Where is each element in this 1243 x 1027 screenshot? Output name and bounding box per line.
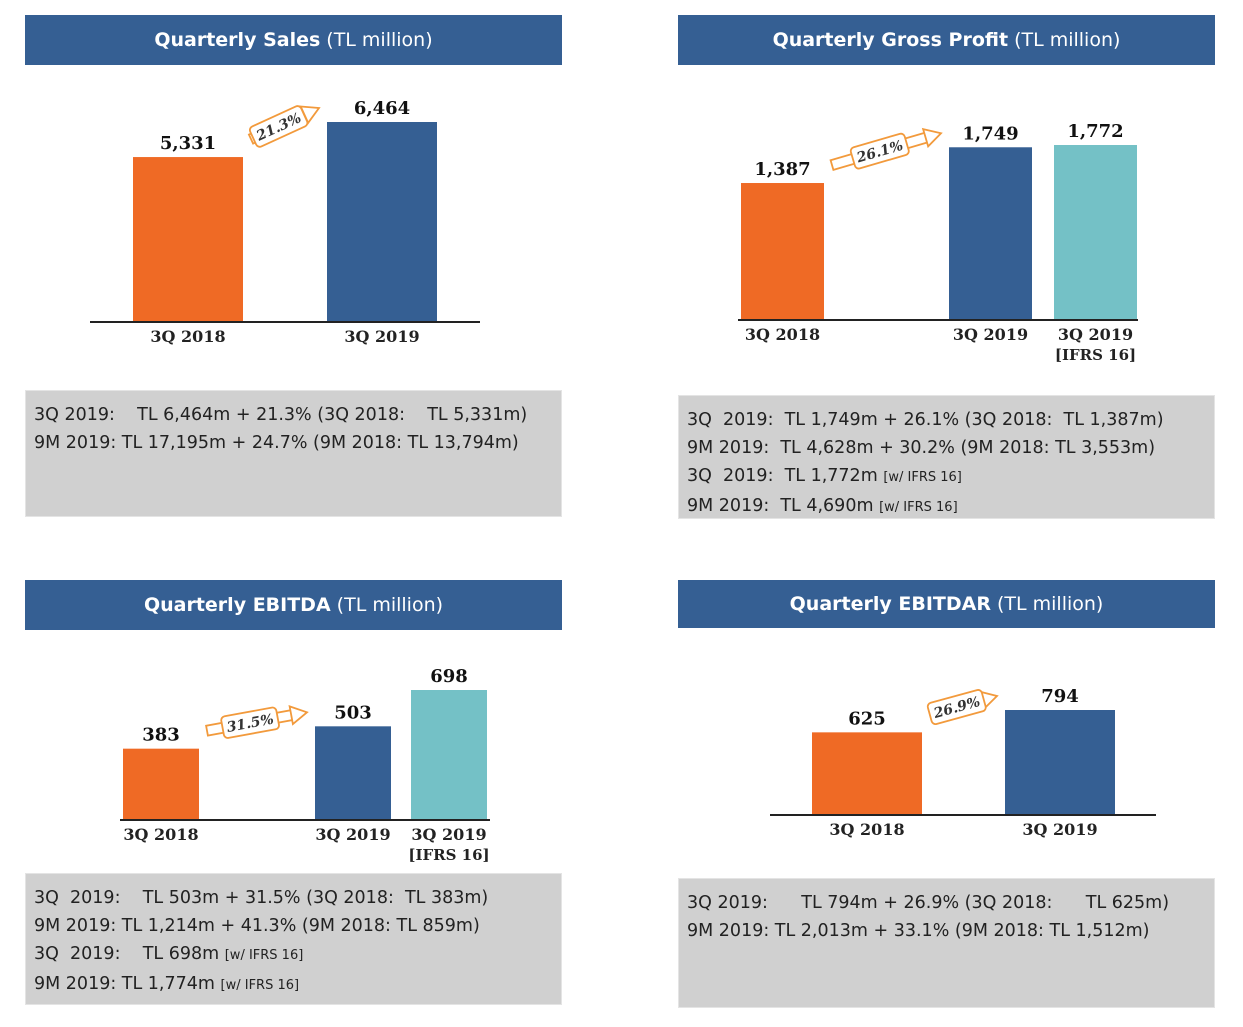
chart-unit: (TL million) <box>326 29 433 51</box>
sales-header: Quarterly Sales (TL million) <box>25 15 562 65</box>
bar-3 <box>1054 145 1137 320</box>
gross-profit-summary-box: 3Q 2019: TL 1,749m + 26.1% (3Q 2018: TL … <box>678 395 1215 519</box>
ebitda-bar-chart: 383 3Q 2018 503 3Q 2019 698 3Q 2019 [IFRS 16] 3… <box>120 666 490 864</box>
summary-line: 3Q 2019: TL 794m + 26.9% (3Q 2018: TL 62… <box>687 889 1206 917</box>
chart-title: Quarterly EBITDA <box>143 594 331 616</box>
sales-panel: Quarterly Sales (TL million) 5,331 3Q 2018… <box>25 15 562 517</box>
chart-unit: (TL million) <box>1014 29 1121 51</box>
summary-line: 9M 2019: TL 1,214m + 41.3% (9M 2018: TL … <box>34 912 553 940</box>
summary-text: 3Q 2019: TL 6,464m + 21.3% (3Q 2018: TL … <box>34 405 528 425</box>
summary-text: 3Q 2019: TL 1,749m + 26.1% (3Q 2018: TL … <box>687 410 1164 430</box>
category-label: 3Q 2019 <box>953 325 1028 344</box>
gross-profit-panel: Quarterly Gross Profit (TL million) 1,387… <box>678 15 1215 519</box>
summary-line: 3Q 2019: TL 1,772m [w/ IFRS 16] <box>687 462 1206 492</box>
bar-1 <box>123 748 199 820</box>
arrow-head <box>921 127 943 149</box>
growth-badge <box>248 105 309 148</box>
ebitda-panel: Quarterly EBITDA (TL million) 383 3Q 2018 5… <box>25 580 562 1005</box>
ifrs-note: [w/ IFRS 16] <box>879 500 958 515</box>
gross-profit-bar-chart: 1,387 3Q 2018 1,749 3Q 2019 1,772 3Q 2019 [IFR… <box>738 121 1138 364</box>
bar-value-label: 698 <box>430 666 468 687</box>
summary-text: 9M 2019: TL 4,690m <box>687 496 880 516</box>
summary-text: 9M 2019: TL 2,013m + 33.1% (9M 2018: TL … <box>687 921 1150 941</box>
summary-text: 3Q 2019: TL 698m <box>34 944 225 964</box>
ifrs-note: [w/ IFRS 16] <box>224 948 304 963</box>
bar-value-label: 5,331 <box>160 133 216 154</box>
summary-text: 9M 2019: TL 4,628m + 30.2% (9M 2018: TL … <box>687 438 1156 458</box>
category-note: [IFRS 16] <box>1055 346 1136 364</box>
category-label: 3Q 2018 <box>123 825 198 844</box>
summary-line: 3Q 2019: TL 698m [w/ IFRS 16] <box>34 940 553 970</box>
bar-value-label: 1,772 <box>1067 121 1123 142</box>
category-label: 3Q 2019 <box>344 327 419 346</box>
chart-title: Quarterly Sales <box>154 29 321 51</box>
summary-line: 9M 2019: TL 4,628m + 30.2% (9M 2018: TL … <box>687 434 1206 462</box>
ebitda-header: Quarterly EBITDA (TL million) <box>25 580 562 630</box>
growth-arrow: 31.5% <box>205 705 309 739</box>
ebitdar-header: Quarterly EBITDAR (TL million) <box>678 580 1215 628</box>
growth-badge <box>220 706 280 739</box>
bar-1 <box>133 157 243 322</box>
bar-value-label: 625 <box>848 708 886 729</box>
category-label: 3Q 2018 <box>745 325 820 344</box>
summary-line: 9M 2019: TL 4,690m [w/ IFRS 16] <box>687 492 1206 522</box>
bar-2 <box>1005 710 1115 815</box>
bar-value-label: 383 <box>142 725 180 746</box>
growth-badge <box>849 132 910 170</box>
ebitdar-panel: Quarterly EBITDAR (TL million) 625 3Q 2018… <box>678 580 1215 1008</box>
chart-title: Quarterly Gross Profit <box>772 29 1009 51</box>
category-label: 3Q 2019 <box>1022 820 1097 839</box>
ebitda-summary-box: 3Q 2019: TL 503m + 31.5% (3Q 2018: TL 38… <box>25 873 562 1005</box>
summary-text: 9M 2019: TL 1,774m <box>34 974 221 994</box>
summary-text: 3Q 2019: TL 1,772m <box>687 466 884 486</box>
category-label: 3Q 2019 <box>1058 325 1133 344</box>
gross-profit-header: Quarterly Gross Profit (TL million) <box>678 15 1215 65</box>
growth-arrow: 21.3% <box>247 105 321 148</box>
bar-2 <box>315 726 391 820</box>
summary-line: 3Q 2019: TL 503m + 31.5% (3Q 2018: TL 38… <box>34 884 553 912</box>
bar-1 <box>741 183 824 320</box>
chart-unit: (TL million) <box>336 594 444 616</box>
bar-value-label: 503 <box>334 702 372 723</box>
bar-2 <box>949 147 1032 320</box>
category-note: [IFRS 16] <box>408 846 489 864</box>
ifrs-note: [w/ IFRS 16] <box>883 470 962 485</box>
summary-text: 3Q 2019: TL 503m + 31.5% (3Q 2018: TL 38… <box>34 888 489 908</box>
bar-value-label: 1,749 <box>962 123 1018 144</box>
sales-bar-chart: 5,331 3Q 2018 6,464 3Q 2019 21.3% <box>90 98 480 346</box>
bar-value-label: 1,387 <box>754 159 810 180</box>
summary-text: 3Q 2019: TL 794m + 26.9% (3Q 2018: TL 62… <box>687 893 1170 913</box>
bar-1 <box>812 732 922 815</box>
sales-summary-box: 3Q 2019: TL 6,464m + 21.3% (3Q 2018: TL … <box>25 390 562 517</box>
category-label: 3Q 2018 <box>829 820 904 839</box>
chart-unit: (TL million) <box>996 593 1104 615</box>
bar-3 <box>411 690 487 820</box>
growth-badge <box>926 689 987 726</box>
ifrs-note: [w/ IFRS 16] <box>220 978 300 993</box>
summary-line: 9M 2019: TL 17,195m + 24.7% (9M 2018: TL… <box>34 429 553 457</box>
summary-text: 9M 2019: TL 1,214m + 41.3% (9M 2018: TL … <box>34 916 480 936</box>
growth-arrow: 26.1% <box>829 127 943 171</box>
growth-arrow: 26.9% <box>926 689 999 726</box>
summary-line: 9M 2019: TL 1,774m [w/ IFRS 16] <box>34 970 553 1000</box>
category-label: 3Q 2019 <box>315 825 390 844</box>
summary-text: 9M 2019: TL 17,195m + 24.7% (9M 2018: TL… <box>34 433 519 453</box>
arrow-head <box>288 705 309 726</box>
bar-2 <box>327 122 437 322</box>
category-label: 3Q 2019 <box>411 825 486 844</box>
ebitdar-summary-box: 3Q 2019: TL 794m + 26.9% (3Q 2018: TL 62… <box>678 878 1215 1008</box>
bar-value-label: 794 <box>1041 686 1079 707</box>
summary-line: 9M 2019: TL 2,013m + 33.1% (9M 2018: TL … <box>687 917 1206 945</box>
category-label: 3Q 2018 <box>150 327 225 346</box>
summary-line: 3Q 2019: TL 6,464m + 21.3% (3Q 2018: TL … <box>34 401 553 429</box>
summary-line: 3Q 2019: TL 1,749m + 26.1% (3Q 2018: TL … <box>687 406 1206 434</box>
chart-title: Quarterly EBITDAR <box>789 593 991 615</box>
bar-value-label: 6,464 <box>354 98 410 119</box>
ebitdar-bar-chart: 625 3Q 2018 794 3Q 2019 26.9% <box>770 686 1156 839</box>
